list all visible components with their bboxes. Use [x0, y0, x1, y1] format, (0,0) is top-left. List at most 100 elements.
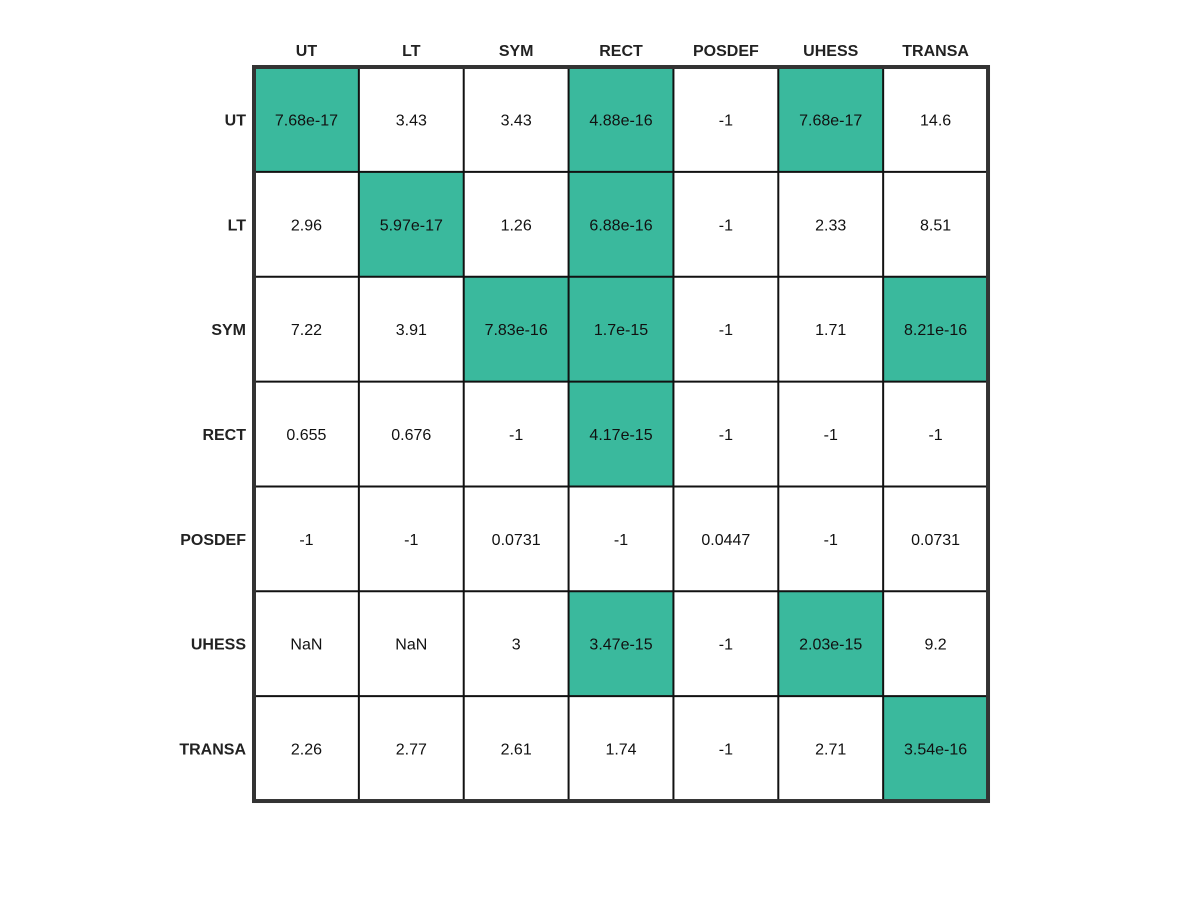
heatmap-cell-uhess-lt [358, 591, 464, 697]
heatmap-cell-posdef-ut [254, 486, 359, 592]
row-label-uhess: UHESS [191, 637, 246, 654]
heatmap-cell-lt-lt [358, 171, 464, 277]
column-label-transa: TRANSA [902, 43, 969, 60]
grid-layer [252, 65, 991, 804]
cell-value-label: -1 [719, 217, 733, 234]
cell-value-label: 2.33 [815, 217, 846, 234]
cell-value-label: 1.7e-15 [594, 322, 648, 339]
heatmap-cell-ut-sym [463, 67, 569, 172]
cell-value-label: 1.74 [605, 742, 636, 759]
heatmap-cell-uhess-posdef [673, 591, 779, 697]
heatmap-cell-posdef-sym [463, 486, 569, 592]
cell-value-label: 2.26 [291, 742, 322, 759]
column-labels: UT LT SYM RECT POSDEF UHESS TRANSA [296, 43, 970, 60]
heatmap-cell-ut-posdef [673, 67, 779, 172]
cell-value-label: 4.17e-15 [589, 427, 652, 444]
cell-value-label: 0.0731 [911, 532, 960, 549]
cells-layer: 7.68e-17 3.43 3.43 4.88e-16 -1 7.68e-17 14.6 2.… [254, 67, 989, 802]
heatmap-cell-transa-uhess [778, 696, 884, 802]
cell-value-label: -1 [719, 427, 733, 444]
heatmap-cell-sym-sym [463, 276, 569, 382]
heatmap-cell-rect-transa [883, 381, 989, 487]
row-label-transa: TRANSA [179, 742, 246, 759]
cell-value-label: 3.54e-16 [904, 742, 967, 759]
cell-value-label: -1 [299, 532, 313, 549]
cell-value-label: 8.51 [920, 217, 951, 234]
cell-value-label: 7.22 [291, 322, 322, 339]
cell-value-label: -1 [824, 532, 838, 549]
cell-value-label: 3 [512, 637, 521, 654]
cell-value-label: 2.03e-15 [799, 637, 862, 654]
cell-value-label: 3.47e-15 [589, 637, 652, 654]
heatmap-cell-lt-posdef [673, 171, 779, 277]
heatmap-cell-sym-uhess [778, 276, 884, 382]
cell-value-label: 1.71 [815, 322, 846, 339]
heatmap-cell-lt-ut [254, 171, 359, 277]
column-label-rect: RECT [599, 43, 643, 60]
heatmap-cell-sym-rect [568, 276, 674, 382]
cell-value-label: NaN [395, 637, 427, 654]
heatmap-cell-sym-transa [883, 276, 989, 382]
row-label-rect: RECT [202, 427, 246, 444]
cell-value-label: -1 [614, 532, 628, 549]
heatmap-frame [252, 65, 991, 804]
heatmap-cell-posdef-uhess [778, 486, 884, 592]
heatmap-cell-rect-posdef [673, 381, 779, 487]
heatmap-cell-sym-ut [254, 276, 359, 382]
row-label-lt: LT [228, 217, 247, 234]
column-label-lt: LT [402, 43, 421, 60]
cell-value-label: 8.21e-16 [904, 322, 967, 339]
cell-value-label: -1 [719, 322, 733, 339]
heatmap-cell-lt-transa [883, 171, 989, 277]
cell-value-label: 2.61 [501, 742, 532, 759]
heatmap-cell-lt-sym [463, 171, 569, 277]
row-labels: UT LT SYM RECT POSDEF UHESS TRANSA [179, 112, 246, 758]
cell-value-label: 2.96 [291, 217, 322, 234]
heatmap-cell-ut-transa [883, 67, 989, 172]
row-label-posdef: POSDEF [180, 532, 246, 549]
cell-value-label: 3.43 [396, 112, 427, 129]
heatmap-cell-uhess-transa [883, 591, 989, 697]
cell-value-label: -1 [928, 427, 942, 444]
cell-value-label: 7.68e-17 [275, 112, 338, 129]
cell-value-label: -1 [719, 637, 733, 654]
heatmap-cell-ut-rect [568, 67, 674, 172]
heatmap-cell-rect-lt [358, 381, 464, 487]
cell-value-label: 4.88e-16 [589, 112, 652, 129]
column-label-sym: SYM [499, 43, 534, 60]
cell-value-label: 0.655 [286, 427, 326, 444]
heatmap-cell-uhess-rect [568, 591, 674, 697]
cell-value-label: -1 [719, 742, 733, 759]
cell-value-label: 2.77 [396, 742, 427, 759]
heatmap-cell-transa-lt [358, 696, 464, 802]
heatmap-cell-transa-sym [463, 696, 569, 802]
cell-value-label: NaN [290, 637, 322, 654]
heatmap-cell-rect-sym [463, 381, 569, 487]
heatmap-cell-rect-uhess [778, 381, 884, 487]
heatmap-cell-ut-ut [254, 67, 359, 172]
cell-value-label: 1.26 [501, 217, 532, 234]
heatmap-cell-lt-rect [568, 171, 674, 277]
heatmap-cell-transa-ut [254, 696, 359, 802]
cell-value-label: 5.97e-17 [380, 217, 443, 234]
column-label-posdef: POSDEF [693, 43, 759, 60]
row-label-ut: UT [225, 112, 247, 129]
cell-value-label: 7.83e-16 [485, 322, 548, 339]
cell-value-label: -1 [719, 112, 733, 129]
heatmap-cell-transa-posdef [673, 696, 779, 802]
cell-value-label: -1 [509, 427, 523, 444]
heatmap-cell-posdef-rect [568, 486, 674, 592]
cell-value-label: 0.0447 [701, 532, 750, 549]
heatmap-cell-ut-uhess [778, 67, 884, 172]
heatmap-cell-sym-posdef [673, 276, 779, 382]
heatmap-cell-ut-lt [358, 67, 464, 172]
row-label-sym: SYM [211, 322, 246, 339]
heatmap-cell-rect-rect [568, 381, 674, 487]
heatmap-cell-posdef-lt [358, 486, 464, 592]
cell-value-label: 3.43 [501, 112, 532, 129]
cell-value-label: 0.676 [391, 427, 431, 444]
cell-value-label: 9.2 [924, 637, 946, 654]
column-label-uhess: UHESS [803, 43, 858, 60]
column-label-ut: UT [296, 43, 318, 60]
heatmap-cell-uhess-sym [463, 591, 569, 697]
